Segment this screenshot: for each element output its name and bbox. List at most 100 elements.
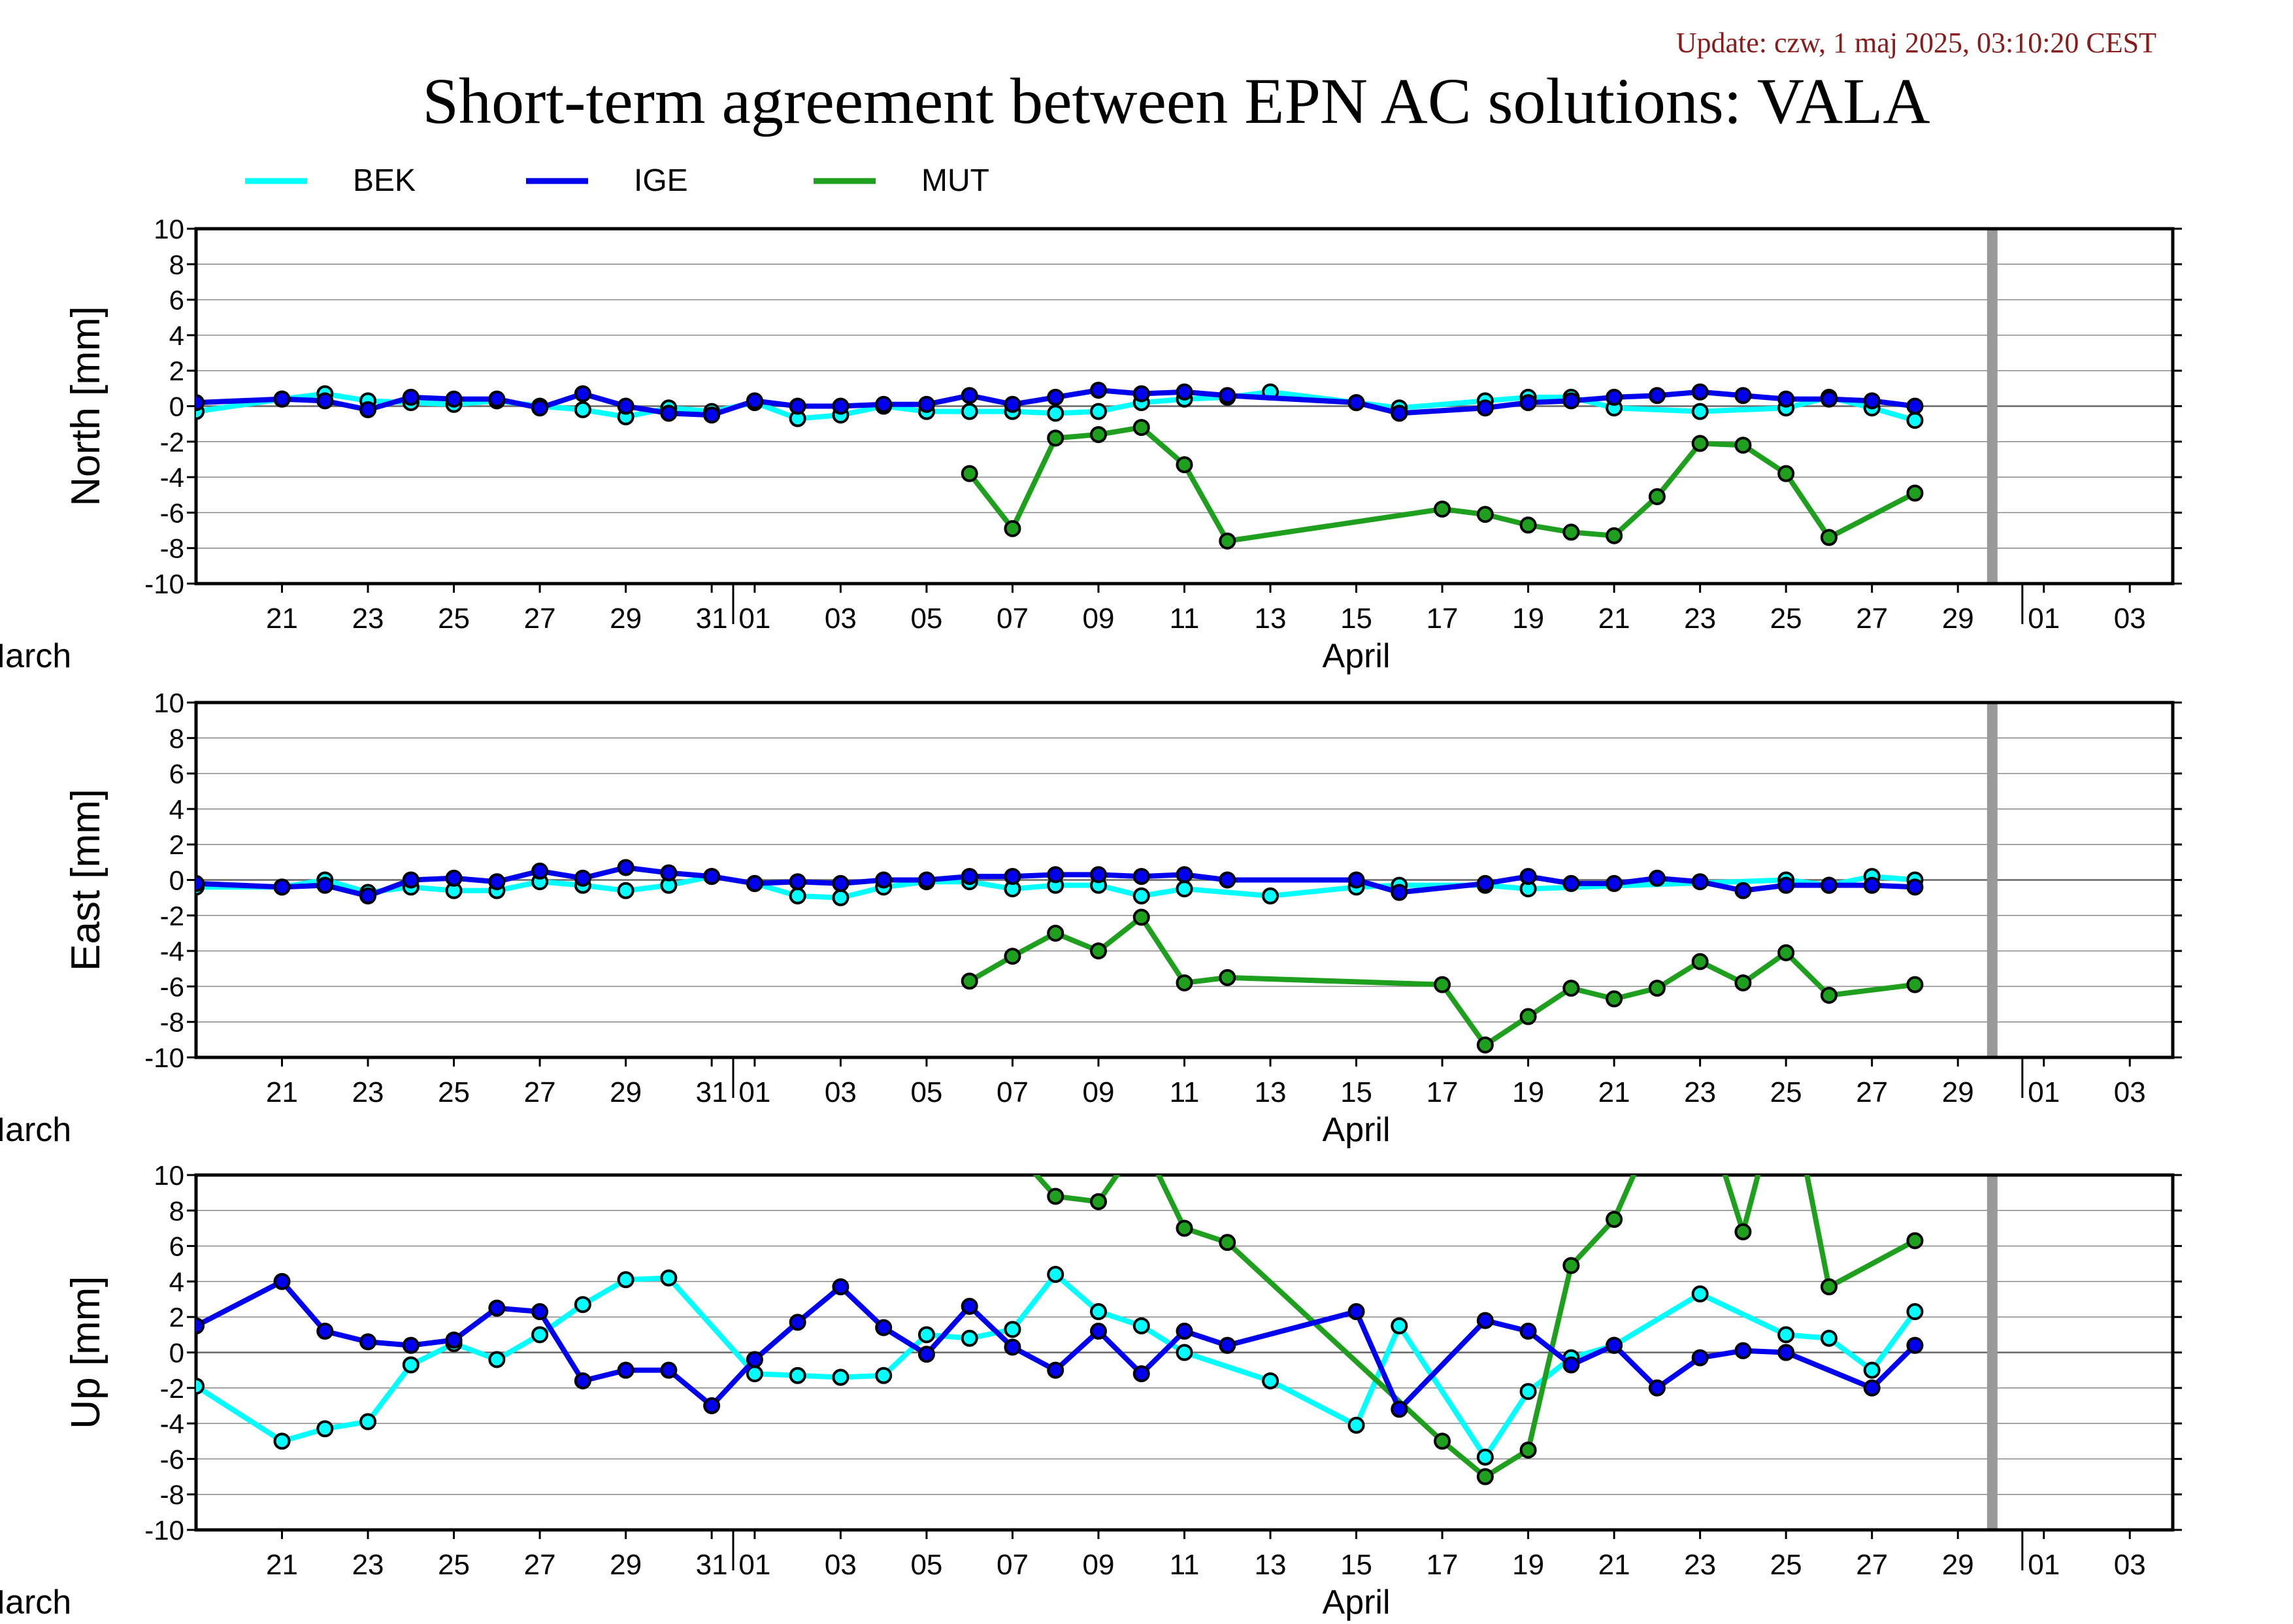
data-point-ige: [488, 390, 506, 408]
data-point-mut: [1005, 1141, 1019, 1155]
x-tick-label: 07: [997, 1076, 1029, 1108]
data-point-ige: [196, 1317, 205, 1334]
data-point-ige: [359, 1333, 377, 1351]
data-point-mut: [1820, 986, 1838, 1004]
data-point-ige: [359, 887, 377, 904]
x-tick-label: 23: [1684, 1549, 1716, 1581]
data-point-mut: [1606, 527, 1623, 544]
data-point-ige: [832, 874, 850, 892]
series-mut: [961, 908, 1924, 1053]
x-tick-label: 23: [1684, 1076, 1716, 1108]
y-tick-label: -10: [144, 569, 184, 599]
data-point-bek: [832, 1368, 850, 1386]
data-point-bek: [273, 1433, 291, 1450]
data-point-ige: [1562, 1356, 1580, 1374]
y-tick-label: 4: [169, 794, 184, 825]
data-point-ige: [1176, 1322, 1193, 1340]
x-tick-label: 23: [352, 603, 384, 635]
data-point-ige: [1820, 390, 1838, 408]
data-point-ige: [531, 1303, 549, 1321]
x-tick-label: 31: [696, 1549, 728, 1581]
y-tick-label: 2: [169, 1302, 184, 1333]
data-point-ige: [574, 1372, 591, 1389]
data-point-bek: [316, 1420, 334, 1438]
data-point-ige: [1176, 383, 1193, 401]
data-point-mut: [1089, 1193, 1107, 1210]
x-tick-label: 09: [1083, 1076, 1115, 1108]
data-point-ige: [660, 864, 678, 882]
data-point-bek: [1691, 1285, 1709, 1302]
data-point-ige: [1691, 383, 1709, 401]
update-timestamp: Update: czw, 1 maj 2025, 03:10:20 CEST: [1676, 27, 2156, 59]
x-tick-label: 03: [825, 1549, 857, 1581]
y-tick-label: 6: [169, 759, 184, 789]
data-point-mut: [1089, 942, 1107, 960]
x-tick-label: 01: [2028, 1076, 2060, 1108]
chart-title: Short-term agreement between EPN AC solu…: [422, 65, 1930, 137]
x-tick-label: 23: [352, 1549, 384, 1581]
data-point-ige: [1519, 868, 1537, 886]
x-tick-label: 21: [1598, 1549, 1630, 1581]
data-point-ige: [1734, 387, 1752, 405]
x-tick-label: 15: [1340, 1549, 1372, 1581]
data-point-ige: [273, 1272, 291, 1290]
data-point-ige: [917, 1346, 935, 1363]
y-tick-label: 0: [169, 391, 184, 422]
data-point-ige: [273, 878, 291, 896]
data-point-bek: [1132, 1317, 1150, 1334]
data-point-bek: [1132, 887, 1150, 904]
x-tick-label: 29: [610, 603, 642, 635]
x-tick-label: 05: [910, 603, 942, 635]
data-point-ige: [1906, 878, 1924, 896]
data-point-bek: [1820, 1329, 1838, 1347]
data-point-bek: [359, 1413, 377, 1431]
x-tick-label: 29: [1942, 1076, 1974, 1108]
data-point-bek: [531, 1326, 549, 1344]
y-tick-label: -2: [160, 427, 184, 457]
data-point-ige: [789, 1314, 806, 1331]
data-point-ige: [917, 395, 935, 413]
data-point-bek: [961, 403, 978, 420]
data-point-bek: [1047, 405, 1064, 422]
data-point-mut: [1734, 437, 1752, 454]
x-tick-label: 11: [1170, 1549, 1200, 1581]
data-point-bek: [961, 1329, 978, 1347]
data-point-bek: [1089, 1303, 1107, 1321]
data-point-ige: [1777, 1344, 1795, 1361]
data-point-ige: [832, 397, 850, 415]
series-bek: [196, 1266, 1924, 1466]
data-point-bek: [1691, 403, 1709, 420]
data-point-mut: [1219, 969, 1236, 986]
x-tick-label: 25: [438, 1549, 470, 1581]
data-point-mut: [1519, 1008, 1537, 1025]
data-point-ige: [1648, 387, 1666, 405]
x-tick-label: 01: [738, 603, 770, 635]
data-point-ige: [875, 871, 893, 889]
data-point-mut: [1004, 520, 1021, 537]
x-tick-label: 01: [738, 1076, 770, 1108]
y-tick-label: -4: [160, 1408, 184, 1439]
data-point-ige: [1089, 866, 1107, 884]
data-point-mut: [1434, 500, 1451, 518]
x-tick-label: 05: [910, 1549, 942, 1581]
data-point-ige: [574, 869, 591, 887]
data-point-mut: [1132, 419, 1150, 437]
data-point-mut: [1648, 488, 1666, 505]
y-tick-label: 10: [154, 214, 184, 244]
data-point-mut: [1176, 1219, 1193, 1237]
data-point-ige: [789, 873, 806, 891]
data-point-ige: [574, 385, 591, 403]
data-point-ige: [746, 392, 763, 410]
data-point-mut: [1606, 990, 1623, 1008]
data-point-ige: [875, 395, 893, 413]
data-point-bek: [574, 401, 591, 418]
data-point-bek: [1777, 1326, 1795, 1344]
legend-label-mut: MUT: [921, 163, 989, 198]
data-point-mut: [1132, 908, 1150, 926]
data-point-ige: [1606, 874, 1623, 892]
x-tick-label: 01: [738, 1549, 770, 1581]
y-tick-label: -8: [160, 1480, 184, 1510]
x-tick-label: 21: [1598, 1076, 1630, 1108]
month-label: March: [0, 1111, 71, 1149]
data-point-ige: [1820, 876, 1838, 894]
